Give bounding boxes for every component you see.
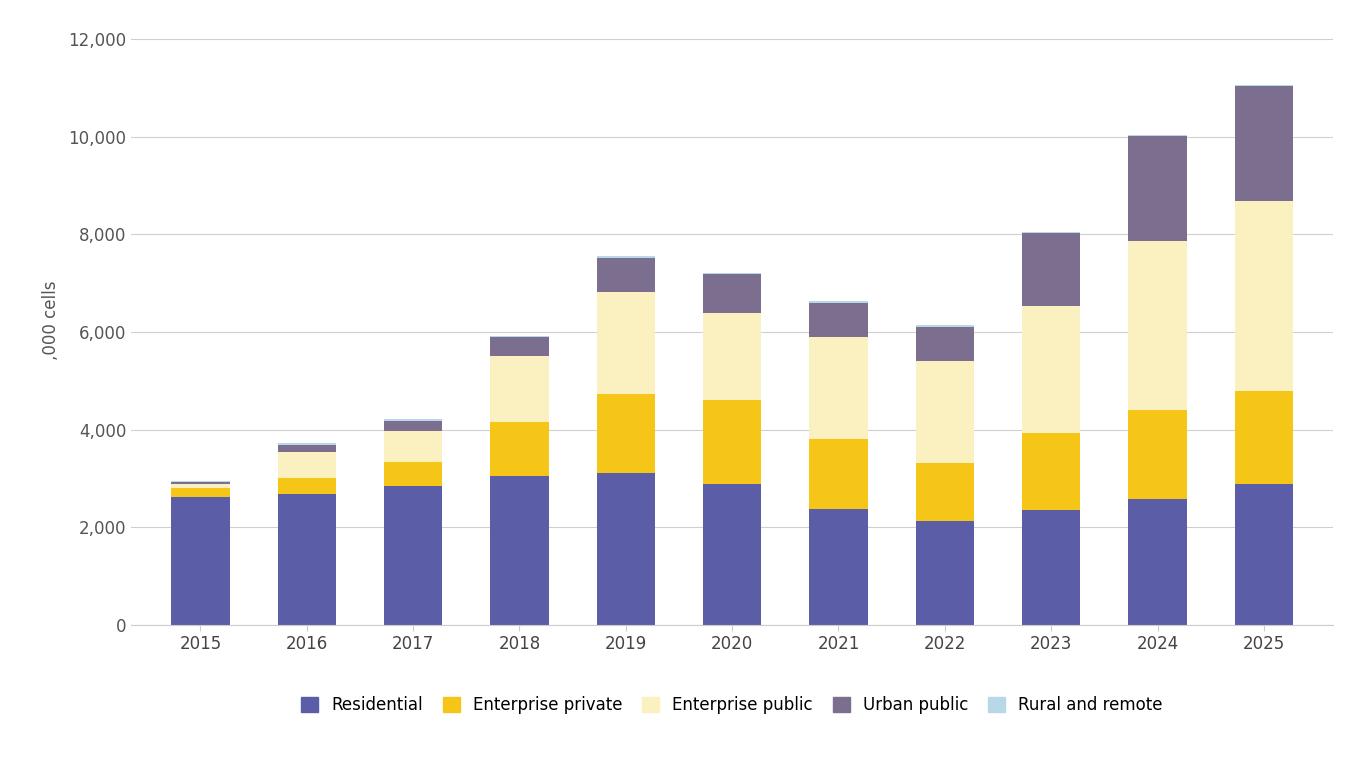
Bar <box>809 303 868 337</box>
Bar <box>1022 233 1081 307</box>
Bar <box>171 485 229 488</box>
Bar <box>491 336 549 337</box>
Bar <box>915 521 975 625</box>
Bar <box>491 357 549 423</box>
Bar <box>597 474 655 625</box>
Bar <box>171 482 229 485</box>
Legend: Residential, Enterprise private, Enterprise public, Urban public, Rural and remo: Residential, Enterprise private, Enterpr… <box>293 688 1171 723</box>
Bar <box>491 423 549 476</box>
Bar <box>384 485 442 625</box>
Bar <box>809 439 868 509</box>
Bar <box>809 301 868 303</box>
Bar <box>915 361 975 463</box>
Bar <box>1128 241 1186 409</box>
Bar <box>1128 499 1186 625</box>
Bar <box>278 494 336 625</box>
Bar <box>1128 409 1186 499</box>
Bar <box>171 488 229 497</box>
Bar <box>1022 510 1081 625</box>
Bar <box>809 337 868 439</box>
Bar <box>278 452 336 477</box>
Bar <box>1022 231 1081 233</box>
Bar <box>384 421 442 430</box>
Bar <box>1235 391 1293 484</box>
Bar <box>809 509 868 625</box>
Bar <box>597 292 655 394</box>
Bar <box>702 400 762 485</box>
Bar <box>1235 201 1293 391</box>
Bar <box>702 273 762 274</box>
Bar <box>1235 85 1293 86</box>
Bar <box>915 325 975 327</box>
Bar <box>702 485 762 625</box>
Bar <box>915 463 975 521</box>
Y-axis label: ,000 cells: ,000 cells <box>42 280 59 360</box>
Bar <box>1235 484 1293 625</box>
Bar <box>1128 136 1186 241</box>
Bar <box>915 327 975 361</box>
Bar <box>1235 86 1293 201</box>
Bar <box>491 337 549 357</box>
Bar <box>597 256 655 258</box>
Bar <box>278 443 336 445</box>
Bar <box>171 497 229 625</box>
Bar <box>384 430 442 463</box>
Bar <box>702 274 762 313</box>
Bar <box>597 394 655 474</box>
Bar <box>597 258 655 292</box>
Bar <box>1022 307 1081 433</box>
Bar <box>1128 135 1186 136</box>
Bar <box>384 463 442 485</box>
Bar <box>384 419 442 421</box>
Bar <box>278 445 336 452</box>
Bar <box>702 313 762 400</box>
Bar <box>278 477 336 494</box>
Bar <box>1022 433 1081 510</box>
Bar <box>171 481 229 482</box>
Bar <box>491 476 549 625</box>
